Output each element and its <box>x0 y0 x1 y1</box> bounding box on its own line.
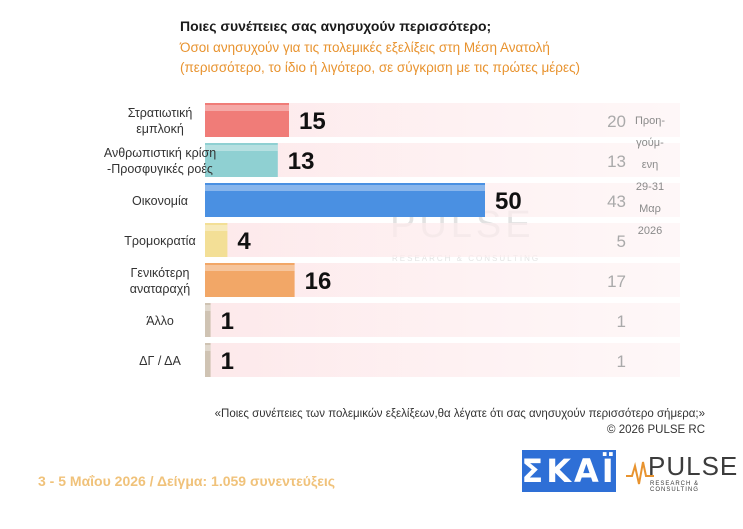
previous-value-label: 43 <box>607 192 626 211</box>
bar <box>205 343 211 377</box>
row-band <box>205 303 680 337</box>
value-label: 1 <box>221 348 234 375</box>
bar-highlight <box>205 225 228 231</box>
bar <box>205 303 211 337</box>
prev-note-line: Προη- <box>634 115 666 127</box>
bar-highlight <box>205 305 211 311</box>
pulse-logo: PULSE RESEARCH & CONSULTING <box>626 450 737 493</box>
bar-highlight <box>205 105 289 111</box>
category-label: Στρατιωτική <box>128 106 193 120</box>
bar <box>205 103 289 137</box>
category-label: Τρομοκρατία <box>124 234 195 248</box>
prev-note-line: 29-31 <box>635 181 665 193</box>
previous-value-label: 1 <box>617 312 626 331</box>
value-label: 13 <box>288 148 315 175</box>
row-band <box>205 223 680 257</box>
skai-logo: ΣΚΑΪ <box>521 450 617 492</box>
previous-value-label: 1 <box>617 352 626 371</box>
category-label: Άλλο <box>146 314 174 328</box>
value-label: 1 <box>221 308 234 335</box>
bar <box>205 263 295 297</box>
bar-highlight <box>205 265 295 271</box>
value-label: 15 <box>299 108 326 135</box>
fieldwork-info: 3 - 5 Μαΐου 2026 / Δείγμα: 1.059 συνεντε… <box>38 473 336 489</box>
row-band <box>205 343 680 377</box>
row-band <box>205 143 680 177</box>
value-label: 16 <box>305 268 332 295</box>
chart-subtitle-line2: (περισσότερο, το ίδιο ή λιγότερο, σε σύγ… <box>180 60 580 75</box>
value-label: 50 <box>495 188 522 215</box>
category-label: -Προσφυγικές ροές <box>107 162 213 176</box>
previous-survey-note: Προη- γούμ- ενη 29-31 Μαρ 2026 <box>628 110 672 242</box>
previous-value-label: 17 <box>607 272 626 291</box>
pulse-heartbeat-icon <box>626 461 654 485</box>
chart-subtitle-line1: Όσοι ανησυχούν για τις πολεμικές εξελίξε… <box>180 40 550 55</box>
category-label: Ανθρωπιστική κρίση <box>104 146 216 160</box>
category-label: ΔΓ / ΔΑ <box>139 354 181 368</box>
previous-value-label: 13 <box>607 152 626 171</box>
prev-note-line: 2026 <box>637 225 663 237</box>
previous-value-label: 5 <box>617 232 626 251</box>
category-label: εμπλοκή <box>136 122 184 136</box>
prev-note-line: Μαρ <box>639 203 661 215</box>
bar <box>205 143 278 177</box>
prev-note-line: γούμ- <box>636 137 664 149</box>
bar-highlight <box>205 185 485 191</box>
value-label: 4 <box>237 228 251 255</box>
bar-highlight <box>205 145 278 151</box>
bar <box>205 223 228 257</box>
previous-value-label: 20 <box>607 112 626 131</box>
category-label: Γενικότερη <box>131 266 190 280</box>
bar <box>205 183 485 217</box>
copyright-notice: © 2026 PULSE RC <box>607 424 705 436</box>
chart-title: Ποιες συνέπειες σας ανησυχούν περισσότερ… <box>180 18 492 34</box>
pulse-logo-word: PULSE <box>648 451 739 481</box>
pulse-logo-subtitle: RESEARCH & CONSULTING <box>650 481 700 493</box>
category-label: Οικονομία <box>132 194 188 208</box>
bar-highlight <box>205 345 211 351</box>
category-label: αναταραχή <box>130 282 191 296</box>
survey-question: «Ποιες συνέπειες των πολεμικών εξελίξεων… <box>214 408 705 420</box>
prev-note-line: ενη <box>641 159 659 171</box>
